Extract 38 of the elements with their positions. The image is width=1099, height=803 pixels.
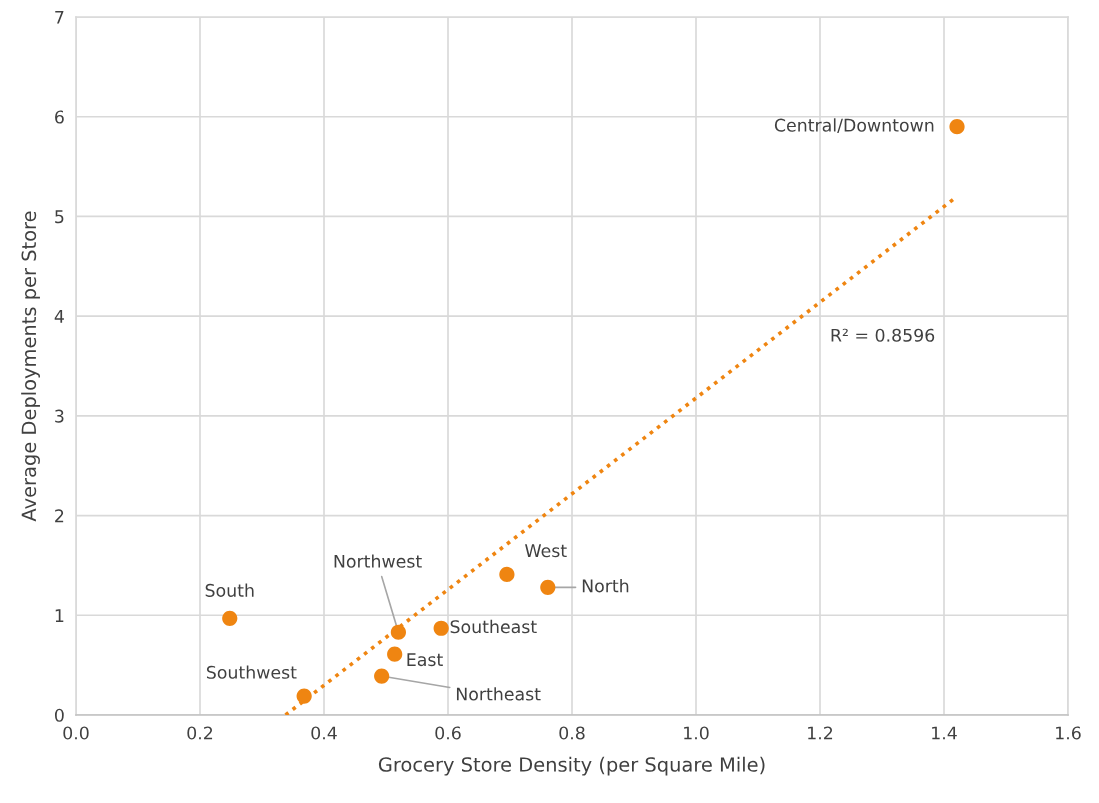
x-axis-title: Grocery Store Density (per Square Mile) [378,756,765,776]
x-tick-label: 0.0 [63,726,89,740]
y-tick-label: 4 [54,310,64,323]
annotation: West [525,544,567,558]
annotation: Central/Downtown [774,118,934,134]
annotation: Northwest [334,554,422,568]
point [222,610,238,626]
x-tick-label: 0.6 [435,726,461,740]
annotation: Southeast [450,619,537,634]
y-axis-title: Average Deployments per Store [21,211,40,522]
y-tick-label: 2 [55,509,64,523]
y-tick-label: 3 [55,409,64,423]
point [374,668,390,684]
x-tick-label: 1.0 [684,726,709,740]
y-tick-label: 5 [55,210,64,224]
point [499,566,515,583]
x-tick-label: 1.6 [1056,726,1081,740]
point [949,119,965,135]
y-tick-label: 6 [55,110,64,124]
annotation: Southwest [206,665,297,679]
y-tick-label: 1 [55,609,64,622]
annotation: R² = 0.8596 [831,328,935,342]
y-tick-label: 0 [54,708,64,722]
point [540,579,556,595]
annotation: South [205,583,254,597]
point [433,620,449,636]
x-tick-label: 0.8 [559,726,585,740]
annotation: Northeast [456,687,541,701]
y-tick-label: 7 [55,10,64,24]
point [296,688,312,704]
annotation: North [582,578,629,593]
x-tick-label: 0.4 [311,726,337,740]
point [390,624,407,640]
x-tick-label: 0.2 [187,726,213,740]
x-tick-label: 1.4 [932,726,957,740]
annotation: East [407,653,443,667]
x-tick-label: 1.2 [808,726,833,740]
point [387,646,403,662]
